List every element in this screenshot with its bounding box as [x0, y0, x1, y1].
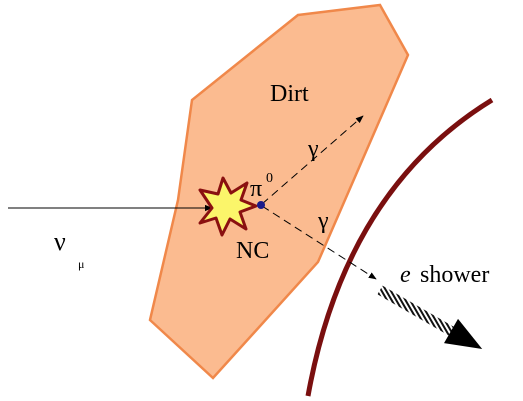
- photon-label: γ: [317, 208, 329, 234]
- pion-superscript: 0: [266, 171, 273, 186]
- diagram: Dirt NC π 0 γ γ ν μ e shower: [0, 0, 523, 401]
- dirt-region: [150, 5, 408, 378]
- neutrino-subscript: μ: [78, 257, 84, 271]
- shower-arrow: [373, 278, 489, 361]
- neutrino-symbol: ν: [54, 227, 66, 256]
- shower-particle: e: [400, 262, 411, 288]
- nc-label: NC: [236, 238, 269, 264]
- pion-dot: [257, 201, 265, 209]
- region-label: Dirt: [270, 81, 309, 107]
- pion-symbol: π: [250, 176, 262, 202]
- photon-label: γ: [307, 136, 319, 162]
- shower-label: shower: [420, 262, 489, 288]
